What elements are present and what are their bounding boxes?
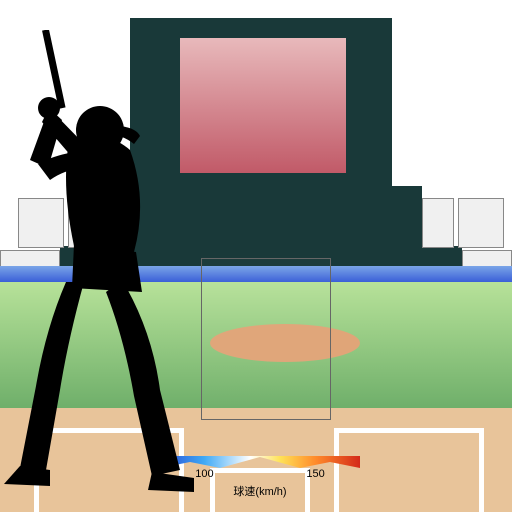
batters-box-line	[334, 428, 484, 433]
batter-silhouette	[2, 30, 232, 500]
pitch-chart-stage: 100 150 球速(km/h)	[0, 0, 512, 512]
stand-panel	[422, 198, 454, 248]
stand-panel	[458, 198, 504, 248]
colorbar-tick: 150	[306, 468, 324, 480]
batters-box-line	[479, 428, 484, 512]
